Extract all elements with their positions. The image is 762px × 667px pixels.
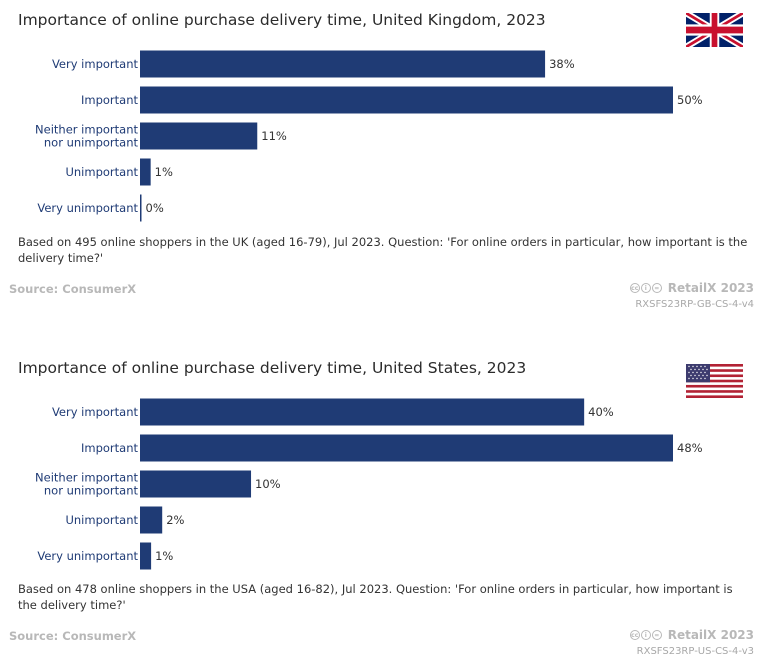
category-label: Unimportant (65, 513, 138, 527)
category-label: Very unimportant (37, 201, 138, 215)
us-panel: Importance of online purchase delivery t… (0, 350, 762, 667)
bar (140, 506, 163, 534)
category-label: Important (81, 93, 139, 107)
value-label: 10% (255, 477, 281, 491)
value-label: 11% (261, 129, 287, 143)
chart-code: RXSFS23RP-GB-CS-4-v4 (635, 299, 754, 310)
category-label: Very important (52, 57, 139, 71)
category-label: Neither important nor unimportant (35, 471, 138, 498)
brand-label: RetailX 2023 (667, 628, 754, 642)
bar (140, 86, 673, 114)
brand-block: cc i = RetailX 2023 RXSFS23RP-US-CS-4-v3 (629, 628, 754, 657)
value-label: 1% (155, 165, 173, 179)
bar (140, 50, 546, 78)
value-label: 48% (677, 441, 703, 455)
category-label: Very unimportant (37, 549, 138, 563)
bar (140, 470, 252, 498)
brand-block: cc i = RetailX 2023 RXSFS23RP-GB-CS-4-v4 (629, 281, 754, 310)
value-label: 40% (588, 405, 614, 419)
value-label: 2% (166, 513, 184, 527)
bar (140, 434, 673, 462)
us-flag-icon (686, 364, 743, 398)
uk-bar-chart: Very important 38% Important 50% Neither imp… (35, 50, 703, 222)
category-label: Unimportant (65, 165, 138, 179)
value-label: 1% (155, 549, 173, 563)
bar (140, 158, 151, 186)
chart-code: RXSFS23RP-US-CS-4-v3 (636, 646, 754, 657)
uk-flag-icon (686, 13, 743, 47)
chart-title: Importance of online purchase delivery t… (18, 359, 527, 377)
chart-note: Based on 478 online shoppers in the USA … (18, 582, 733, 612)
uk-panel: Importance of online purchase delivery t… (0, 0, 762, 330)
bar (140, 398, 585, 426)
creative-commons-icon: cc i = (629, 630, 662, 640)
chart-note: Based on 495 online shoppers in the UK (… (18, 235, 748, 265)
value-label: 0% (146, 201, 164, 215)
source-label: Source: ConsumerX (9, 282, 137, 296)
bar (140, 194, 142, 222)
category-label: Neither important nor unimportant (35, 123, 138, 150)
value-label: 38% (549, 57, 575, 71)
brand-label: RetailX 2023 (667, 281, 754, 295)
creative-commons-icon: cc i = (629, 283, 662, 293)
chart-title: Importance of online purchase delivery t… (18, 11, 546, 29)
source-label: Source: ConsumerX (9, 629, 137, 643)
category-label: Important (81, 441, 139, 455)
bar (140, 122, 258, 150)
value-label: 50% (677, 93, 703, 107)
us-bar-chart: Very important 40% Important 48% Neither imp… (35, 398, 703, 570)
category-label: Very important (52, 405, 139, 419)
bar (140, 542, 152, 570)
